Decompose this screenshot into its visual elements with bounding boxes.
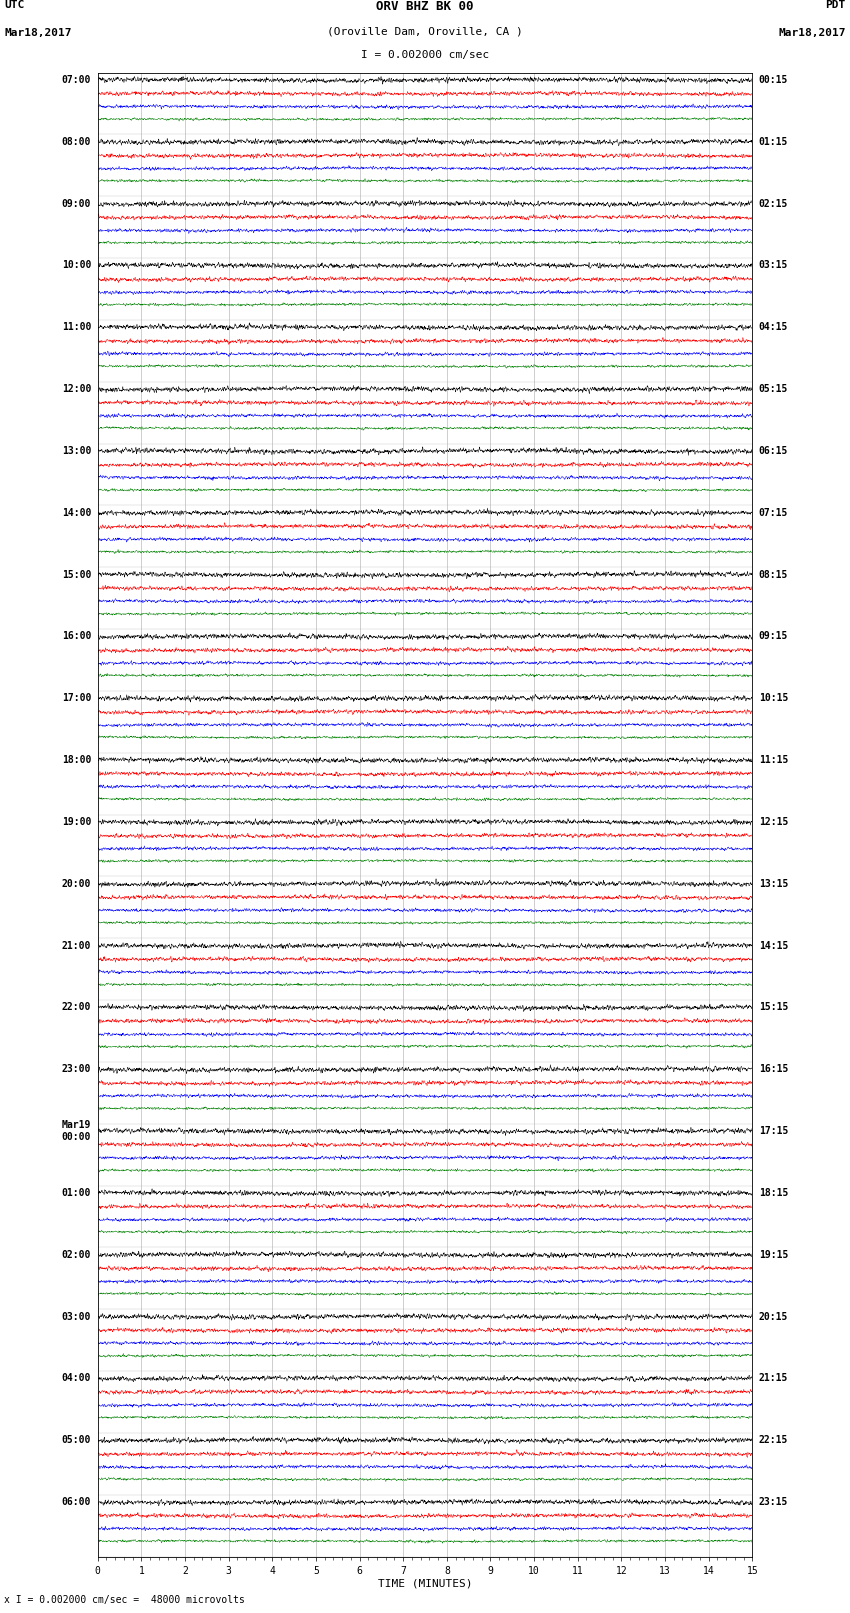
Text: 15:00: 15:00 [62,569,91,579]
Text: 12:00: 12:00 [62,384,91,394]
Text: 03:15: 03:15 [759,261,788,271]
Text: 20:15: 20:15 [759,1311,788,1321]
Text: 00:15: 00:15 [759,76,788,85]
Text: 22:15: 22:15 [759,1436,788,1445]
Text: 06:15: 06:15 [759,447,788,456]
Text: 19:15: 19:15 [759,1250,788,1260]
Text: 03:00: 03:00 [62,1311,91,1321]
Text: 10:15: 10:15 [759,694,788,703]
Text: 20:00: 20:00 [62,879,91,889]
Text: 19:00: 19:00 [62,818,91,827]
Text: 08:15: 08:15 [759,569,788,579]
Text: PDT: PDT [825,0,846,10]
Text: 04:15: 04:15 [759,323,788,332]
Text: 13:15: 13:15 [759,879,788,889]
Text: Mar18,2017: Mar18,2017 [4,27,71,37]
Text: 04:00: 04:00 [62,1374,91,1384]
Text: x I = 0.002000 cm/sec =  48000 microvolts: x I = 0.002000 cm/sec = 48000 microvolts [4,1595,245,1605]
Text: 21:15: 21:15 [759,1374,788,1384]
Text: 05:15: 05:15 [759,384,788,394]
Text: 14:15: 14:15 [759,940,788,950]
Text: 11:00: 11:00 [62,323,91,332]
Text: 22:00: 22:00 [62,1003,91,1013]
Text: 02:15: 02:15 [759,198,788,208]
Text: 13:00: 13:00 [62,447,91,456]
Text: 08:00: 08:00 [62,137,91,147]
Text: 09:15: 09:15 [759,632,788,642]
Text: 05:00: 05:00 [62,1436,91,1445]
Text: 14:00: 14:00 [62,508,91,518]
Text: Mar18,2017: Mar18,2017 [779,27,846,37]
Text: 11:15: 11:15 [759,755,788,765]
Text: 02:00: 02:00 [62,1250,91,1260]
Text: 23:00: 23:00 [62,1065,91,1074]
Text: ORV BHZ BK 00: ORV BHZ BK 00 [377,0,473,13]
Text: 17:00: 17:00 [62,694,91,703]
Text: 18:15: 18:15 [759,1189,788,1198]
Text: UTC: UTC [4,0,25,10]
Text: 15:15: 15:15 [759,1003,788,1013]
Text: 01:00: 01:00 [62,1189,91,1198]
Text: 10:00: 10:00 [62,261,91,271]
Text: 12:15: 12:15 [759,818,788,827]
X-axis label: TIME (MINUTES): TIME (MINUTES) [377,1579,473,1589]
Text: 16:00: 16:00 [62,632,91,642]
Text: 01:15: 01:15 [759,137,788,147]
Text: 17:15: 17:15 [759,1126,788,1136]
Text: 07:00: 07:00 [62,76,91,85]
Text: 23:15: 23:15 [759,1497,788,1507]
Text: 06:00: 06:00 [62,1497,91,1507]
Text: 09:00: 09:00 [62,198,91,208]
Text: 18:00: 18:00 [62,755,91,765]
Text: 07:15: 07:15 [759,508,788,518]
Text: 21:00: 21:00 [62,940,91,950]
Text: Mar19
00:00: Mar19 00:00 [62,1121,91,1142]
Text: 16:15: 16:15 [759,1065,788,1074]
Text: I = 0.002000 cm/sec: I = 0.002000 cm/sec [361,50,489,60]
Text: (Oroville Dam, Oroville, CA ): (Oroville Dam, Oroville, CA ) [327,26,523,37]
